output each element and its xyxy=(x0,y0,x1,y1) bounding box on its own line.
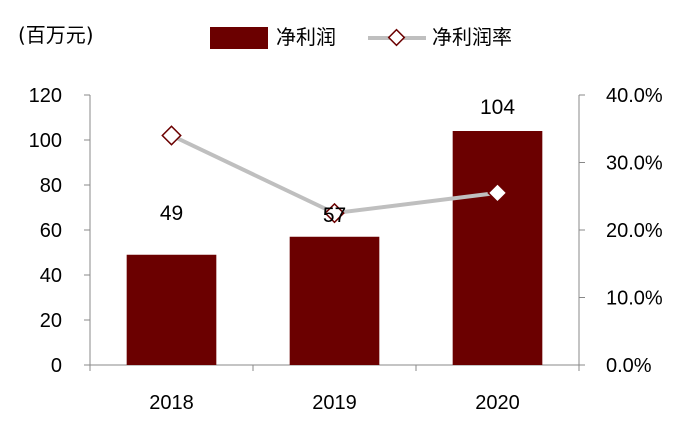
left-tick-label: 100 xyxy=(29,130,62,152)
bar-2019 xyxy=(289,236,380,365)
left-tick-label: 20 xyxy=(40,310,62,332)
line-point-2020 xyxy=(487,182,508,204)
left-tick-label: 80 xyxy=(40,175,62,197)
right-tick-label: 0.0% xyxy=(606,355,652,377)
line-point-2018 xyxy=(161,125,182,146)
x-tick-label: 2019 xyxy=(312,392,357,414)
right-tick-label: 10.0% xyxy=(606,288,663,310)
right-tick-label: 40.0% xyxy=(606,85,663,107)
left-tick-label: 0 xyxy=(51,355,62,377)
legend-label-bar: 净利润 xyxy=(276,25,336,49)
x-tick-label: 2020 xyxy=(475,392,520,414)
unit-label: (百万元) xyxy=(18,23,94,47)
bar-value-label: 49 xyxy=(160,202,183,225)
left-tick-label: 60 xyxy=(40,220,62,242)
legend-label-line: 净利润率 xyxy=(432,25,512,49)
left-tick-label: 40 xyxy=(40,265,62,287)
bar-value-label: 57 xyxy=(323,204,346,227)
legend: 净利润 净利润率 xyxy=(210,25,512,49)
legend-marker xyxy=(387,28,406,47)
line-净利润率 xyxy=(170,133,498,216)
bar-2018 xyxy=(126,254,217,365)
legend-swatch-bar xyxy=(210,27,268,49)
right-tick-label: 20.0% xyxy=(606,220,663,242)
line-point-2019 xyxy=(324,202,345,224)
left-tick-label: 120 xyxy=(29,85,62,107)
bar-value-label: 104 xyxy=(480,96,515,119)
right-tick-label: 30.0% xyxy=(606,153,663,175)
bar-2020 xyxy=(452,131,543,365)
x-tick-label: 2018 xyxy=(149,392,194,414)
